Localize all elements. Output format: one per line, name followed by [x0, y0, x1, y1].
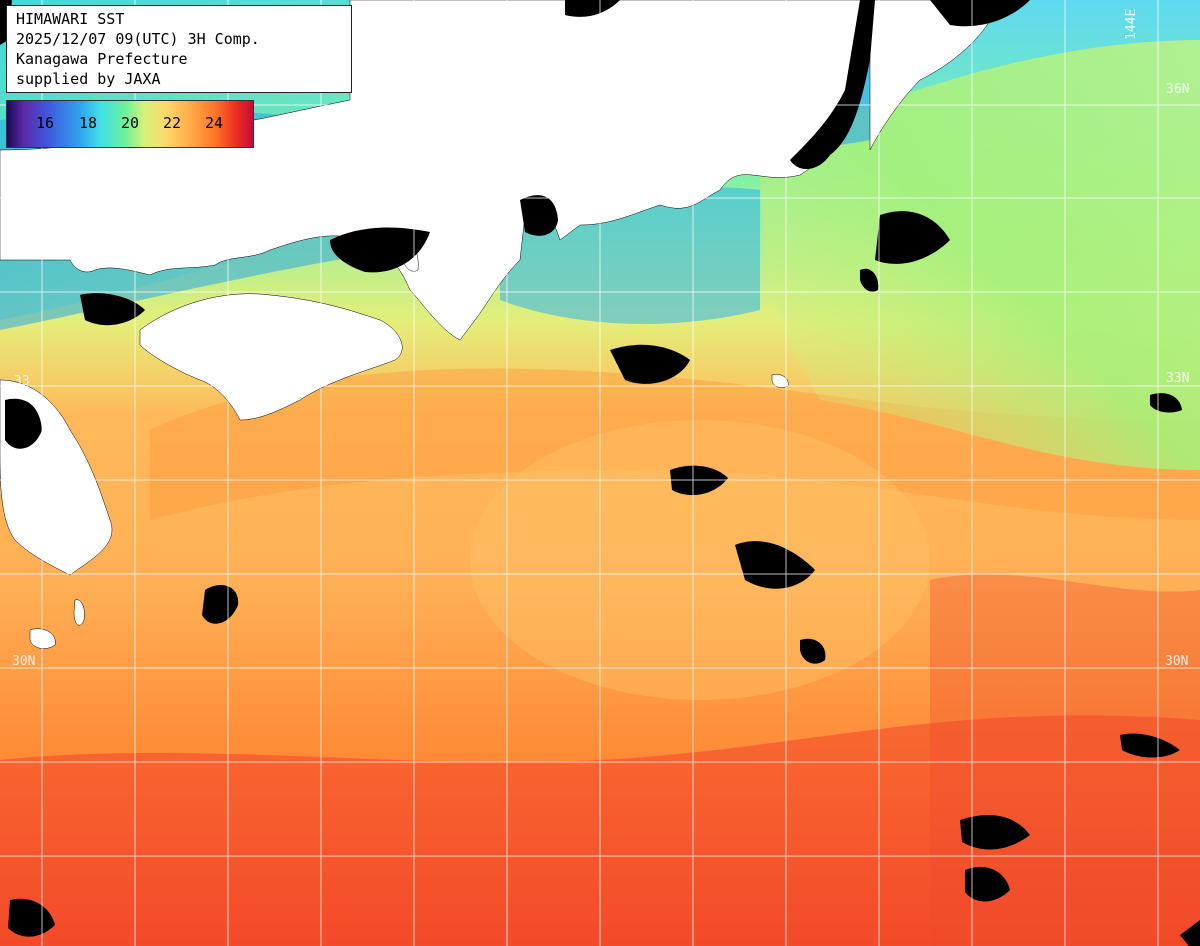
legend-tick: 22: [163, 114, 182, 132]
lon-label-136e: 136E: [484, 8, 499, 40]
lat-label-33n-right: 33N: [1166, 371, 1190, 386]
cool-eddy: [470, 420, 930, 700]
sst-color-legend: 16 18 20 22 24: [6, 100, 254, 148]
map-region: Kanagawa Prefecture: [16, 50, 188, 68]
lat-label-36n-right: 36N: [1166, 82, 1190, 97]
lat-label-33-left: 33: [14, 374, 30, 389]
lat-label-30n-right: 30N: [1165, 654, 1189, 669]
lon-label-144e: 144E: [1124, 8, 1139, 40]
legend-tick: 18: [79, 114, 98, 132]
map-title: HIMAWARI SST: [16, 10, 125, 28]
shikoku-land: [139, 293, 403, 421]
map-info-box: HIMAWARI SST 2025/12/07 09(UTC) 3H Comp.…: [6, 5, 352, 93]
legend-tick: 24: [205, 114, 224, 132]
kuroshio-band: [150, 368, 1200, 520]
map-credit: supplied by JAXA: [16, 70, 161, 88]
legend-tick: 20: [121, 114, 140, 132]
legend-tick: 16: [36, 114, 55, 132]
island-sw: [73, 599, 85, 626]
map-timestamp: 2025/12/07 09(UTC) 3H Comp.: [16, 30, 260, 48]
izu-island-1: [29, 628, 56, 649]
lat-label-30n-left: 30N: [12, 654, 36, 669]
